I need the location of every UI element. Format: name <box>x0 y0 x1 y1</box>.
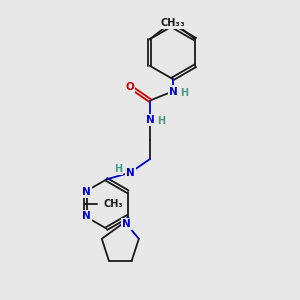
Text: N: N <box>82 187 91 197</box>
Text: N: N <box>146 115 154 125</box>
Text: CH₃: CH₃ <box>103 199 123 209</box>
Text: CH₃: CH₃ <box>161 18 180 28</box>
Text: H: H <box>180 88 188 98</box>
Text: N: N <box>169 86 178 97</box>
Text: H: H <box>114 164 122 175</box>
Text: H: H <box>157 116 166 127</box>
Text: N: N <box>126 167 135 178</box>
Text: CH₃: CH₃ <box>165 18 185 28</box>
Text: N: N <box>82 211 91 221</box>
Text: O: O <box>125 82 134 92</box>
Text: N: N <box>122 219 131 229</box>
